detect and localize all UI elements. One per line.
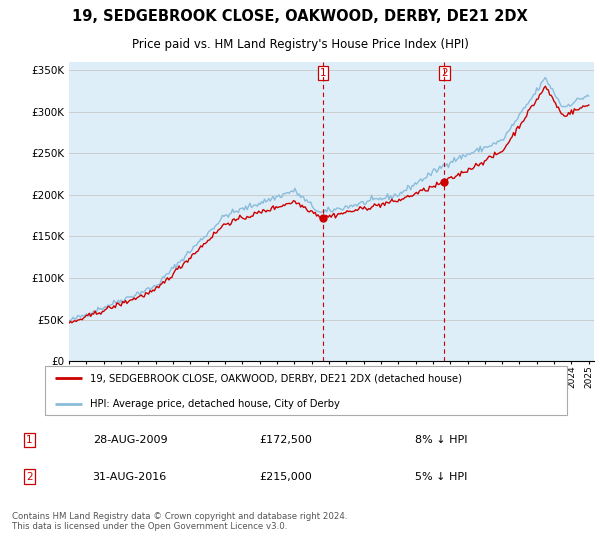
Text: 1: 1 <box>26 435 32 445</box>
FancyBboxPatch shape <box>44 366 567 415</box>
Text: HPI: Average price, detached house, City of Derby: HPI: Average price, detached house, City… <box>89 399 340 409</box>
Text: Contains HM Land Registry data © Crown copyright and database right 2024.
This d: Contains HM Land Registry data © Crown c… <box>12 512 347 531</box>
Text: Price paid vs. HM Land Registry's House Price Index (HPI): Price paid vs. HM Land Registry's House … <box>131 38 469 51</box>
Text: 28-AUG-2009: 28-AUG-2009 <box>92 435 167 445</box>
Text: 31-AUG-2016: 31-AUG-2016 <box>92 472 167 482</box>
Text: £215,000: £215,000 <box>260 472 313 482</box>
Text: 19, SEDGEBROOK CLOSE, OAKWOOD, DERBY, DE21 2DX: 19, SEDGEBROOK CLOSE, OAKWOOD, DERBY, DE… <box>72 9 528 24</box>
Text: £172,500: £172,500 <box>260 435 313 445</box>
Text: 19, SEDGEBROOK CLOSE, OAKWOOD, DERBY, DE21 2DX (detached house): 19, SEDGEBROOK CLOSE, OAKWOOD, DERBY, DE… <box>89 374 461 384</box>
Text: 2: 2 <box>441 68 448 78</box>
Text: 5% ↓ HPI: 5% ↓ HPI <box>415 472 467 482</box>
Text: 8% ↓ HPI: 8% ↓ HPI <box>415 435 468 445</box>
Text: 1: 1 <box>320 68 326 78</box>
Text: 2: 2 <box>26 472 32 482</box>
